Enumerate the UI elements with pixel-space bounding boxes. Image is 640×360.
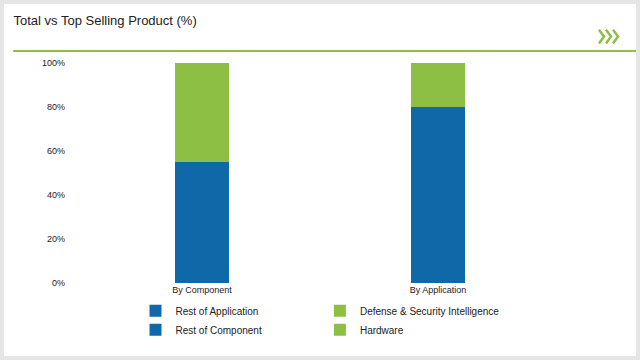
svg-text:80%: 80% xyxy=(47,102,65,112)
svg-text:By Application: By Application xyxy=(410,285,467,295)
svg-text:Rest of Application: Rest of Application xyxy=(176,306,259,317)
svg-text:60%: 60% xyxy=(47,146,65,156)
svg-text:100%: 100% xyxy=(42,58,65,68)
svg-text:Total vs Top Selling Product (: Total vs Top Selling Product (%) xyxy=(13,13,196,28)
svg-text:0%: 0% xyxy=(52,278,65,288)
svg-text:20%: 20% xyxy=(47,234,65,244)
svg-text:Defense & Security Intelligenc: Defense & Security Intelligence xyxy=(360,306,499,317)
svg-text:Rest of Component: Rest of Component xyxy=(176,325,262,336)
svg-text:40%: 40% xyxy=(47,190,65,200)
svg-text:Hardware: Hardware xyxy=(360,325,404,336)
svg-text:By Component: By Component xyxy=(172,285,232,295)
